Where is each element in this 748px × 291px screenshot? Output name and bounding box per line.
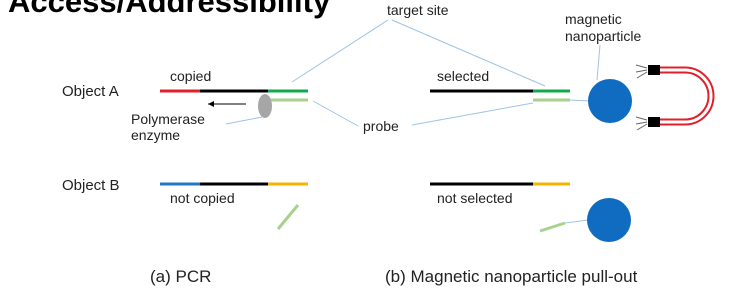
selected-label: selected (437, 68, 489, 84)
title: Access/Addressibility (8, 0, 331, 19)
strand-b1 (430, 91, 570, 100)
object-label: Object A (62, 83, 119, 100)
caption: (a) PCR (150, 267, 211, 286)
enzyme-label: enzyme (131, 127, 180, 143)
nanoparticle (587, 198, 631, 242)
enzyme-label: Polymerase (131, 111, 205, 127)
target-site-label: target site (387, 2, 449, 18)
strand-a1 (160, 91, 308, 100)
not-copied-label: not copied (170, 190, 235, 206)
nanoparticle (588, 79, 632, 123)
copied-label: copied (170, 68, 211, 84)
magnet (636, 65, 711, 130)
nanoparticle-label: nanoparticle (565, 28, 641, 44)
enzyme (258, 94, 272, 118)
object-label: Object B (62, 177, 120, 194)
tether (565, 220, 588, 223)
not-selected-label: not selected (437, 190, 513, 206)
diagram: Access/Addressibility target site magnet… (0, 0, 748, 291)
connectors (226, 20, 600, 126)
tether (570, 100, 590, 101)
probe-label: probe (363, 118, 399, 134)
nanoparticle-label: magnetic (565, 11, 622, 27)
caption: (b) Magnetic nanoparticle pull-out (385, 267, 638, 286)
